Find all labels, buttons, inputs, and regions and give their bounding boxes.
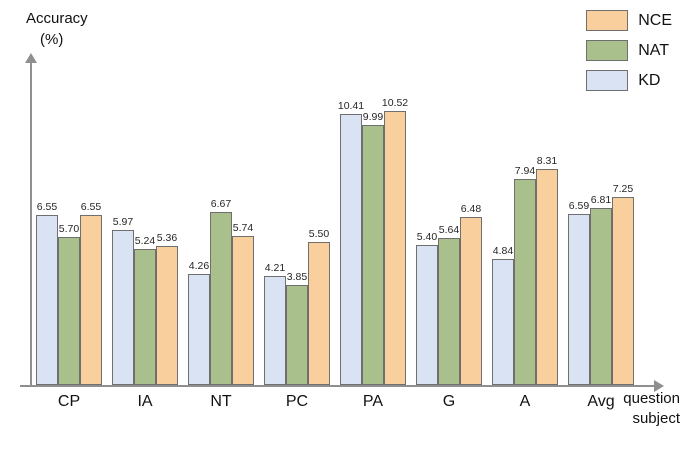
y-axis-title-line1: Accuracy (26, 10, 88, 27)
legend-item-nat: NAT (586, 40, 672, 61)
y-axis (30, 62, 32, 386)
value-label: 4.21 (264, 261, 286, 274)
x-axis-title: question subject (602, 389, 680, 429)
value-label: 9.99 (362, 111, 384, 124)
bar-nat-nt: 6.67 (210, 198, 232, 385)
value-label: 7.94 (514, 164, 536, 177)
legend-item-nce: NCE (586, 10, 672, 31)
bar-nce-ia: 5.36 (156, 232, 178, 385)
bar-kd-g: 5.40 (416, 231, 438, 385)
bar-group-avg: 6.59 6.81 7.25 Avg (568, 183, 634, 410)
bar-kd-pa: 10.41 (338, 100, 364, 385)
legend-swatch-kd (586, 70, 629, 91)
legend: NCE NAT KD (586, 10, 672, 91)
value-label: 5.97 (112, 215, 134, 228)
value-label: 6.55 (80, 200, 102, 213)
value-label: 6.59 (568, 199, 590, 212)
legend-label-kd: KD (638, 71, 661, 89)
legend-swatch-nat (586, 40, 629, 61)
bar-nat-g: 5.64 (438, 224, 460, 385)
bar-nat-ia: 5.24 (134, 235, 156, 385)
bar-kd-a: 4.84 (492, 245, 514, 385)
value-label: 4.26 (188, 260, 210, 273)
value-label: 6.67 (210, 197, 232, 210)
bar-kd-avg: 6.59 (568, 200, 590, 385)
value-label: 3.85 (286, 270, 308, 283)
value-label: 5.36 (156, 231, 178, 244)
category-label-ia: IA (137, 393, 153, 410)
x-axis-title-line2: subject (632, 410, 680, 427)
plot-area: 6.55 5.70 6.55 CP 5.97 5.24 5.36 IA 4.26 6.67 5.74… (36, 85, 634, 410)
bar-nat-pc: 3.85 (286, 271, 308, 385)
category-label-avg: Avg (587, 393, 615, 410)
value-label: 6.48 (460, 202, 482, 215)
category-label-pa: PA (362, 393, 384, 410)
category-label-cp: CP (57, 393, 81, 410)
bar-nce-a: 8.31 (536, 155, 558, 385)
bar-nce-cp: 6.55 (80, 201, 102, 385)
legend-label-nce: NCE (638, 11, 672, 29)
y-axis-title: Accuracy (%) (26, 8, 88, 50)
value-label: 5.24 (134, 234, 156, 247)
bar-kd-pc: 4.21 (264, 262, 286, 385)
value-label: 5.74 (232, 221, 254, 234)
category-label-g: G (442, 393, 456, 410)
value-label: 7.25 (612, 182, 634, 195)
bar-nce-pc: 5.50 (308, 228, 330, 385)
y-axis-arrow-icon (25, 53, 37, 63)
value-label: 6.55 (36, 200, 58, 213)
category-label-nt: NT (210, 393, 232, 410)
y-axis-title-line2: (%) (40, 31, 64, 48)
bar-nat-a: 7.94 (514, 165, 536, 385)
bar-group-a: 4.84 7.94 8.31 A (492, 155, 558, 410)
bar-nat-cp: 5.70 (58, 223, 80, 385)
bar-kd-ia: 5.97 (112, 216, 134, 385)
value-label: 10.52 (381, 97, 409, 110)
bar-group-nt: 4.26 6.67 5.74 NT (188, 198, 254, 410)
legend-label-nat: NAT (638, 41, 670, 59)
bar-group-ia: 5.97 5.24 5.36 IA (112, 216, 178, 410)
x-axis-title-line1: question (623, 390, 680, 407)
bar-group-g: 5.40 5.64 6.48 G (416, 203, 482, 410)
value-label: 5.40 (416, 230, 438, 243)
bar-nat-pa: 9.99 (362, 111, 384, 385)
bar-nce-avg: 7.25 (612, 183, 634, 385)
bar-nat-avg: 6.81 (590, 194, 612, 385)
bar-group-cp: 6.55 5.70 6.55 CP (36, 201, 102, 410)
legend-item-kd: KD (586, 70, 672, 91)
bar-nce-pa: 10.52 (382, 97, 408, 385)
x-axis (20, 385, 656, 387)
bar-kd-nt: 4.26 (188, 260, 210, 385)
category-label-pc: PC (285, 393, 309, 410)
bar-nce-nt: 5.74 (232, 222, 254, 385)
legend-swatch-nce (586, 10, 629, 31)
value-label: 5.70 (58, 222, 80, 235)
value-label: 6.81 (590, 193, 612, 206)
value-label: 5.64 (438, 224, 460, 237)
value-label: 10.41 (337, 100, 365, 113)
value-label: 8.31 (536, 154, 558, 167)
bar-group-pc: 4.21 3.85 5.50 PC (264, 228, 330, 410)
category-label-a: A (519, 393, 531, 410)
bar-kd-cp: 6.55 (36, 201, 58, 385)
bar-nce-g: 6.48 (460, 203, 482, 385)
x-axis-arrow-icon (654, 380, 664, 392)
bar-group-pa: 10.41 9.99 10.52 PA (338, 97, 408, 410)
value-label: 5.50 (308, 228, 330, 240)
value-label: 4.84 (492, 245, 514, 258)
